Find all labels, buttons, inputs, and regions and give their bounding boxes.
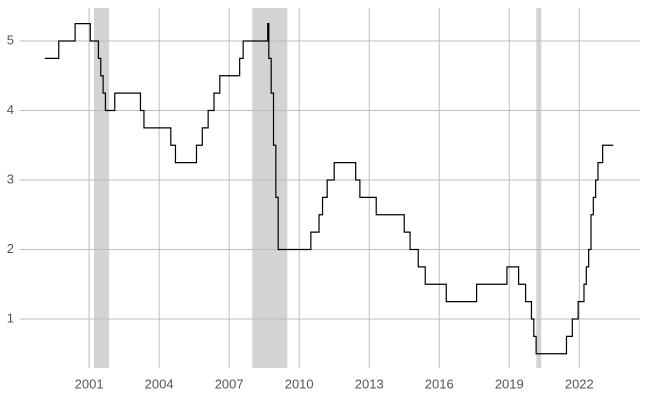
x-tick-label: 2007 — [215, 376, 244, 391]
x-tick-label: 2004 — [145, 376, 174, 391]
y-tick-label: 1 — [7, 310, 14, 325]
recession-band — [93, 8, 110, 368]
y-tick-label: 2 — [7, 241, 14, 256]
recession-band — [536, 8, 542, 368]
rate-line — [44, 23, 614, 355]
x-tick-label: 2010 — [285, 376, 314, 391]
x-tick-label: 2019 — [495, 376, 524, 391]
x-tick-label: 2022 — [565, 376, 594, 391]
x-tick-label: 2016 — [425, 376, 454, 391]
x-tick-label: 2013 — [355, 376, 384, 391]
y-tick-label: 4 — [7, 102, 14, 117]
y-tick-label: 5 — [7, 32, 14, 47]
y-tick-label: 3 — [7, 171, 14, 186]
x-tick-label: 2001 — [75, 376, 104, 391]
recession-band — [252, 8, 288, 368]
